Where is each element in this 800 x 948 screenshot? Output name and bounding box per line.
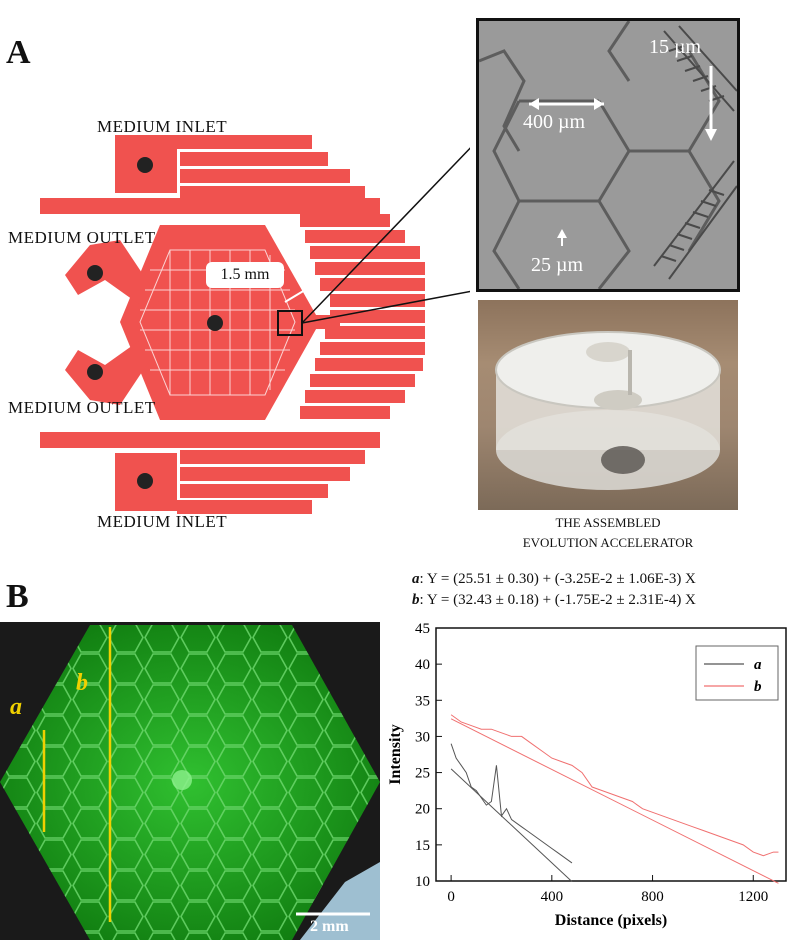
photo-caption: THE ASSEMBLED EVOLUTION ACCELERATOR bbox=[470, 513, 746, 553]
y-tick-label: 30 bbox=[415, 729, 430, 745]
photo-caption-line2: EVOLUTION ACCELERATOR bbox=[522, 535, 694, 550]
line-b-label: b bbox=[76, 670, 88, 696]
intensity-profile-chart: 0 400 800 1200 10 15 20 25 30 35 40 45 Distance (pix… bbox=[387, 621, 787, 929]
fluorescence-image: a b 2 mm bbox=[0, 622, 380, 940]
x-tick-label: 0 bbox=[447, 889, 455, 905]
x-tick-label: 400 bbox=[541, 889, 564, 905]
fluorescence-chamber bbox=[0, 625, 380, 940]
medium-outlet-bottom-label: MEDIUM OUTLET bbox=[8, 398, 156, 417]
series-b-line bbox=[450, 714, 779, 857]
series-b-fit-line bbox=[450, 718, 779, 884]
slit-width-label: 25 µm bbox=[531, 254, 584, 276]
chamber-width-label: 1.5 mm bbox=[220, 266, 270, 283]
photo-caption-line1: THE ASSEMBLED bbox=[555, 515, 661, 530]
y-tick-label: 20 bbox=[415, 802, 430, 818]
y-tick-label: 45 bbox=[415, 621, 430, 637]
chamber-width-callout: 1.5 mm bbox=[206, 262, 284, 288]
y-tick-label: 10 bbox=[415, 874, 430, 890]
panel-a-letter: A bbox=[6, 34, 31, 71]
legend-label-a: a bbox=[754, 657, 762, 673]
medium-outlet-top-label: MEDIUM OUTLET bbox=[8, 228, 156, 247]
gap-width-label: 400 µm bbox=[523, 111, 586, 133]
line-a-label: a bbox=[10, 694, 22, 720]
fit-b-text: : Y = (32.43 ± 0.18) + (-1.75E-2 ± 2.31E… bbox=[419, 592, 696, 608]
legend-box bbox=[695, 645, 779, 701]
microfluidic-device-schematic bbox=[40, 135, 470, 514]
legend-label-b: b bbox=[754, 679, 762, 695]
medium-inlet-top-label: MEDIUM INLET bbox=[97, 117, 228, 136]
device-photo-drawing bbox=[495, 331, 721, 490]
fit-equation-b: b: Y = (32.43 ± 0.18) + (-1.75E-2 ± 2.31… bbox=[412, 592, 696, 609]
series-a-fit-line bbox=[450, 768, 573, 883]
fit-a-text: : Y = (25.51 ± 0.30) + (-3.25E-2 ± 1.06E… bbox=[419, 571, 696, 587]
y-tick-label: 35 bbox=[415, 693, 430, 709]
micrograph-channels bbox=[479, 21, 737, 289]
fit-a-tag: a bbox=[412, 571, 420, 587]
medium-inlet-bottom-label: MEDIUM INLET bbox=[97, 512, 228, 531]
scale-bar-label: 2 mm bbox=[310, 918, 349, 935]
micrograph-image: 400 µm 15 µm 25 µm bbox=[476, 18, 740, 292]
channel-width-label: 15 µm bbox=[649, 36, 702, 58]
y-tick-label: 40 bbox=[415, 657, 430, 673]
x-tick-label: 1200 bbox=[738, 889, 768, 905]
panel-b-letter: B bbox=[6, 578, 29, 615]
y-tick-label: 25 bbox=[415, 766, 430, 782]
x-axis-label: Distance (pixels) bbox=[555, 912, 667, 929]
assembled-device-photo bbox=[478, 300, 738, 510]
x-tick-label: 800 bbox=[641, 889, 664, 905]
y-axis-label: Intensity bbox=[387, 724, 404, 784]
y-tick-label: 15 bbox=[415, 838, 430, 854]
fit-b-tag: b bbox=[412, 592, 420, 608]
fit-equation-a: a: Y = (25.51 ± 0.30) + (-3.25E-2 ± 1.06… bbox=[412, 571, 696, 588]
